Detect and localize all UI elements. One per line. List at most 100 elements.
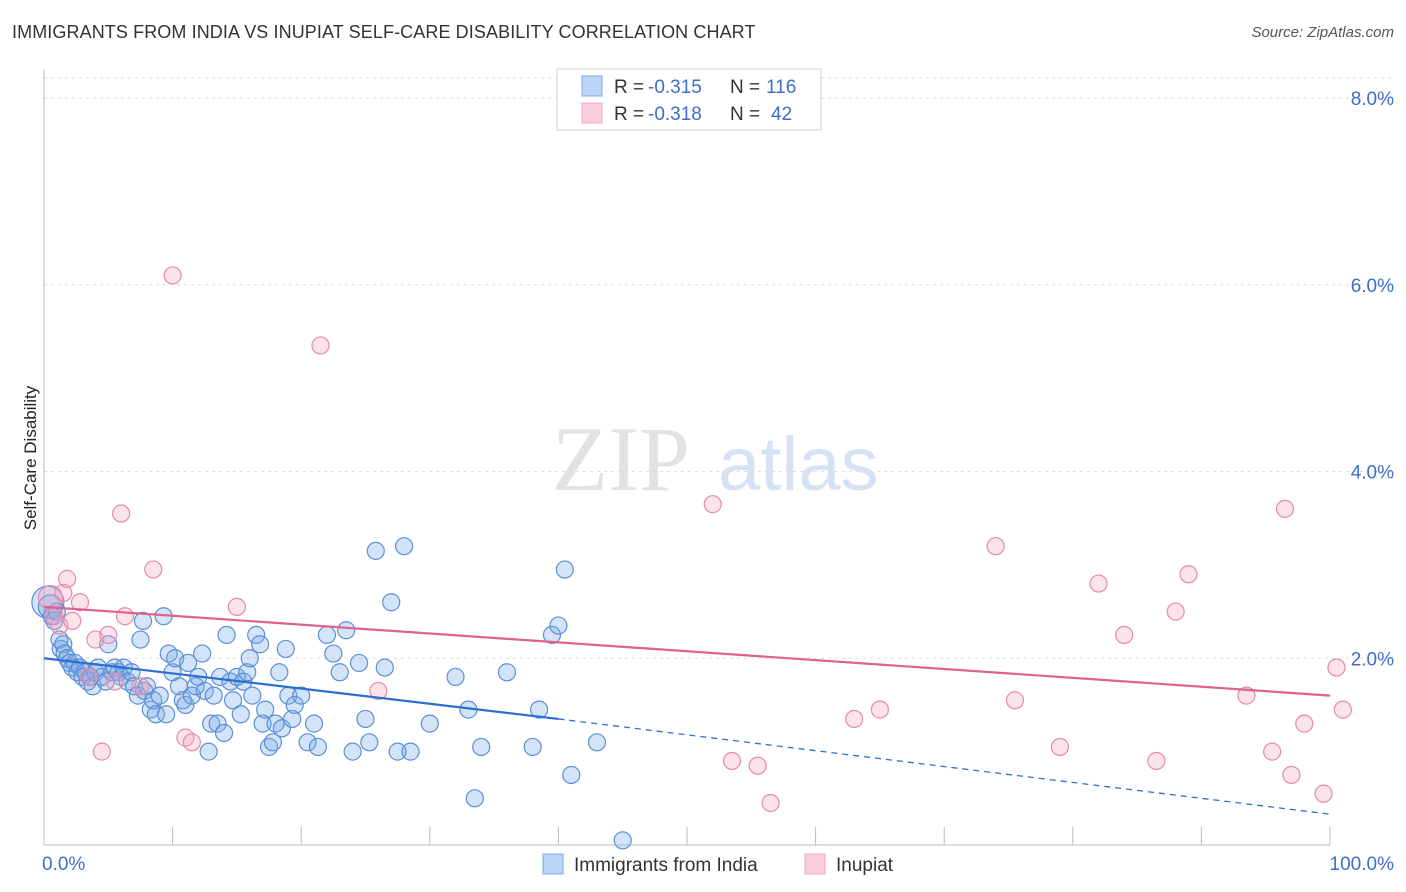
inupiat-point-30 [1050, 737, 1070, 757]
inupiat-point-6 [70, 593, 90, 612]
india-point-111 [549, 616, 568, 635]
india-point-7 [54, 635, 73, 654]
india-point-88 [317, 625, 337, 645]
india-point-69 [240, 649, 259, 668]
india-point-92 [343, 742, 362, 761]
india-point-86 [304, 714, 324, 733]
inupiat-point-37 [1263, 742, 1282, 761]
y-tick-labels: 2.0% 4.0% 6.0% 8.0% [1351, 89, 1394, 670]
y-axis-label: Self-Care Disability [21, 385, 40, 530]
inupiat-point-24 [748, 756, 767, 775]
inupiat-point-9 [92, 742, 111, 761]
series-legend-label-inupiat: Inupiat [836, 855, 894, 876]
india-point-87 [308, 737, 328, 757]
inupiat-point-12 [112, 504, 131, 523]
india-point-66 [231, 705, 250, 724]
india-point-61 [214, 723, 234, 743]
inupiat-point-7 [79, 667, 99, 687]
india-point-54 [193, 644, 212, 663]
inupiat-point-5 [63, 611, 82, 631]
india-point-106 [472, 737, 491, 757]
inupiat-point-22 [703, 495, 722, 514]
inupiat-point-18 [182, 733, 201, 752]
y-tick-label-2: 6.0% [1351, 276, 1394, 297]
legend-r-value-inupiat: -0.318 [648, 104, 702, 125]
legend-r-value-india: -0.315 [648, 77, 702, 98]
inupiat-point-16 [163, 266, 182, 285]
inupiat-point-27 [870, 700, 890, 719]
inupiat-point-34 [1166, 602, 1185, 621]
inupiat-point-11 [105, 672, 124, 691]
india-point-50 [178, 653, 198, 673]
inupiat-point-43 [1333, 700, 1352, 719]
trend-line-india [43, 657, 559, 721]
inupiat-point-42 [1327, 658, 1346, 677]
legend-r-label-inupiat: R = [614, 104, 644, 125]
inupiat-point-38 [1275, 499, 1295, 518]
india-point-83 [285, 695, 304, 715]
india-point-84 [292, 686, 311, 705]
india-point-58 [204, 686, 223, 705]
india-point-105 [465, 789, 484, 808]
india-point-93 [349, 653, 369, 673]
legend-swatch-inupiat [581, 102, 603, 124]
india-point-72 [250, 635, 270, 654]
inupiat-point-4 [58, 569, 77, 588]
inupiat-point-15 [144, 560, 163, 579]
india-point-80 [276, 639, 295, 659]
inupiat-point-20 [311, 336, 330, 355]
legend-swatch-india [581, 75, 603, 97]
india-point-57 [202, 714, 221, 733]
legend-n-value-india: 116 [766, 77, 796, 98]
india-point-107 [497, 663, 517, 682]
india-point-96 [366, 541, 385, 560]
inupiat-point-33 [1147, 751, 1166, 771]
series-inupiat [37, 266, 1352, 813]
india-point-94 [356, 709, 375, 729]
series-legend: Immigrants from India Inupiat [542, 853, 894, 876]
x-tick-labels: 0.0% 100.0% [42, 854, 1394, 875]
india-point-98 [382, 593, 401, 612]
india-point-91 [337, 621, 356, 640]
india-point-102 [420, 714, 439, 733]
india-point-85 [298, 733, 317, 752]
india-point-100 [394, 537, 414, 556]
inupiat-point-25 [761, 793, 780, 813]
india-point-43 [157, 705, 176, 724]
legend-r-label-india: R = [614, 77, 644, 98]
inupiat-point-28 [986, 537, 1005, 556]
inupiat-point-3 [54, 583, 73, 602]
india-point-71 [247, 625, 266, 645]
india-point-112 [555, 560, 574, 579]
india-point-35 [133, 611, 153, 631]
inupiat-point-13 [115, 607, 135, 626]
inupiat-point-19 [227, 597, 246, 616]
x-tick-label-right: 100.0% [1330, 854, 1395, 875]
legend-n-value-inupiat: 42 [771, 104, 792, 125]
inupiat-point-32 [1115, 625, 1134, 645]
india-point-79 [272, 719, 292, 738]
x-tick-label-left: 0.0% [42, 854, 85, 875]
inupiat-point-29 [1005, 691, 1025, 710]
inupiat-point-10 [99, 625, 118, 645]
inupiat-point-0 [37, 584, 64, 611]
series-legend-label-india: Immigrants from India [574, 855, 758, 876]
inupiat-point-23 [722, 751, 742, 771]
series-legend-swatch-inupiat [804, 853, 826, 875]
india-point-73 [253, 714, 272, 733]
india-point-89 [324, 644, 343, 663]
india-point-110 [542, 625, 562, 645]
inupiat-point-41 [1314, 784, 1333, 803]
inupiat-point-40 [1295, 714, 1314, 733]
india-point-70 [243, 686, 262, 705]
trend-line-india-extrapolated [558, 718, 1331, 815]
inupiat-point-31 [1089, 574, 1108, 593]
india-point-108 [523, 737, 542, 757]
india-point-49 [176, 695, 195, 715]
india-point-113 [562, 765, 581, 785]
inupiat-point-26 [845, 709, 864, 729]
india-point-109 [530, 700, 549, 719]
india-point-101 [401, 742, 420, 761]
india-point-41 [150, 686, 169, 705]
